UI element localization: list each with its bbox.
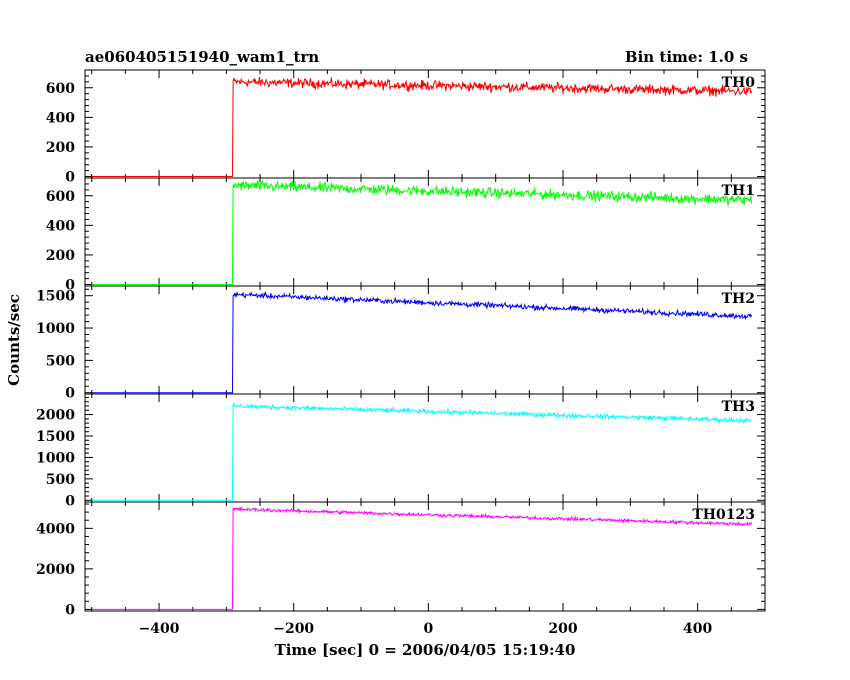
y-tick-label-th0: 600 [46, 81, 75, 97]
y-tick-label-th0123: 2000 [36, 562, 75, 578]
y-tick-label-th2: 500 [46, 353, 75, 369]
y-tick-label-th1: 200 [46, 248, 75, 264]
x-axis-label: Time [sec] 0 = 2006/04/05 15:19:40 [275, 641, 576, 659]
y-tick-label-th3: 500 [46, 472, 75, 488]
x-tick-label: 400 [683, 621, 712, 637]
chart-title: ae060405151940_wam1_trn [85, 48, 319, 66]
panel-frame-th1 [84, 177, 766, 287]
series-line-th2 [91, 290, 753, 394]
y-axis-label: Counts/sec [5, 294, 23, 386]
y-tick-label-th3: 0 [65, 493, 75, 509]
y-tick-label-th0: 400 [46, 110, 75, 126]
panel-label-th2: TH2 [722, 291, 755, 307]
series-line-th0123 [91, 506, 752, 610]
y-tick-label-th3: 2000 [36, 408, 75, 424]
y-tick-label-th2: 0 [65, 386, 75, 402]
panel-frame-th2 [84, 285, 766, 395]
y-tick-label-th3: 1500 [36, 429, 75, 445]
series-line-th0 [91, 76, 753, 178]
panel-label-th1: TH1 [722, 183, 755, 199]
x-tick-label: −200 [273, 621, 314, 637]
series-line-th1 [91, 179, 753, 286]
y-tick-label-th1: 0 [65, 278, 75, 294]
y-tick-label-th0: 0 [65, 170, 75, 186]
y-tick-label-th2: 1500 [36, 289, 75, 305]
y-tick-label-th1: 600 [46, 189, 75, 205]
panel-frame-th0123 [84, 501, 766, 612]
x-tick-label: −400 [139, 621, 180, 637]
y-tick-label-th1: 400 [46, 218, 75, 234]
y-tick-label-th0123: 4000 [36, 521, 75, 537]
panel-label-th3: TH3 [722, 399, 755, 415]
y-tick-label-th0: 200 [46, 140, 75, 156]
y-tick-label-th2: 1000 [36, 321, 75, 337]
panel-label-th0123: TH0123 [692, 507, 755, 523]
series-line-th3 [91, 403, 752, 501]
y-tick-label-th3: 1000 [36, 450, 75, 466]
bin-time-label: Bin time: 1.0 s [625, 48, 748, 66]
y-tick-label-th0123: 0 [65, 602, 75, 618]
x-tick-label: 200 [548, 621, 577, 637]
x-tick-label: 0 [423, 621, 433, 637]
